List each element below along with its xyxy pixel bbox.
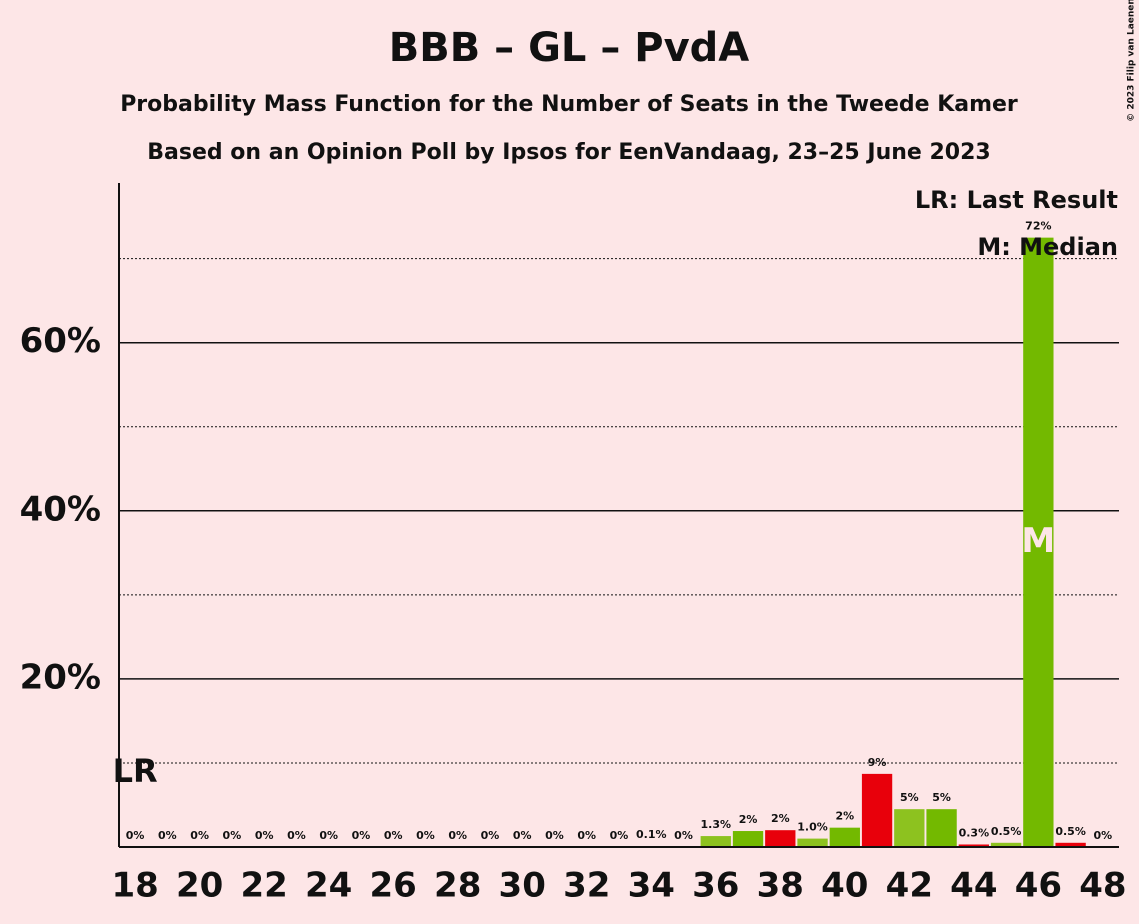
value-label: 0% bbox=[158, 829, 177, 842]
x-tick-label: 32 bbox=[563, 866, 610, 906]
value-label: 0% bbox=[448, 829, 467, 842]
value-label: 0% bbox=[577, 829, 596, 842]
x-tick-label: 24 bbox=[305, 866, 352, 906]
x-tick-label: 48 bbox=[1079, 866, 1126, 906]
bar bbox=[1023, 237, 1054, 847]
bar bbox=[829, 827, 860, 847]
value-label: 0% bbox=[1094, 829, 1113, 842]
bar bbox=[1055, 842, 1086, 847]
bar bbox=[861, 773, 893, 847]
value-label: 0% bbox=[319, 829, 338, 842]
y-tick-label: 60% bbox=[20, 321, 101, 361]
x-tick-label: 28 bbox=[434, 866, 481, 906]
x-tick-label: 44 bbox=[950, 866, 997, 906]
value-label: 0% bbox=[384, 829, 403, 842]
bar bbox=[732, 831, 764, 847]
bar bbox=[990, 842, 1022, 847]
value-label: 1.0% bbox=[797, 821, 828, 834]
x-tick-label: 34 bbox=[628, 866, 675, 906]
chart-title: BBB – GL – PvdA bbox=[389, 25, 750, 71]
value-label: 0% bbox=[255, 829, 274, 842]
value-label: 0.3% bbox=[959, 826, 990, 839]
value-label: 0% bbox=[416, 829, 435, 842]
value-label: 5% bbox=[900, 791, 919, 804]
value-label: 2% bbox=[771, 812, 790, 825]
bar bbox=[958, 844, 989, 847]
x-tick-label: 30 bbox=[499, 866, 546, 906]
value-label: 2% bbox=[835, 810, 854, 823]
legend-entry: LR: Last Result bbox=[915, 186, 1118, 214]
x-tick-label: 36 bbox=[692, 866, 739, 906]
chart-subtitle: Probability Mass Function for the Number… bbox=[120, 92, 1018, 117]
bar bbox=[797, 838, 828, 847]
value-label: 0% bbox=[190, 829, 209, 842]
median-marker: M bbox=[1021, 521, 1055, 561]
legend-entry: M: Median bbox=[977, 233, 1118, 261]
copyright: © 2023 Filip van Laenen bbox=[1127, 0, 1137, 122]
value-label: 0% bbox=[223, 829, 242, 842]
y-tick-label: 20% bbox=[20, 657, 101, 697]
value-label: 0% bbox=[287, 829, 306, 842]
x-tick-label: 38 bbox=[757, 866, 804, 906]
value-label: 0% bbox=[610, 829, 629, 842]
value-label: 1.3% bbox=[701, 818, 732, 831]
value-label: 9% bbox=[868, 756, 887, 769]
x-tick-label: 18 bbox=[111, 866, 158, 906]
value-label: 0% bbox=[513, 829, 532, 842]
bar bbox=[765, 830, 796, 847]
y-tick-label: 40% bbox=[20, 489, 101, 529]
x-tick-label: 42 bbox=[886, 866, 933, 906]
bar bbox=[894, 809, 925, 847]
value-label: 0.5% bbox=[1055, 825, 1086, 838]
x-tick-label: 40 bbox=[821, 866, 868, 906]
value-label: 0% bbox=[352, 829, 371, 842]
bar bbox=[700, 836, 731, 847]
value-label: 0% bbox=[126, 829, 145, 842]
value-label: 2% bbox=[739, 813, 758, 826]
x-tick-label: 22 bbox=[240, 866, 287, 906]
value-label: 0.1% bbox=[636, 828, 667, 841]
value-label: 0.5% bbox=[991, 825, 1022, 838]
value-label: 0% bbox=[481, 829, 500, 842]
last-result-marker: LR bbox=[113, 752, 158, 790]
value-label: 0% bbox=[674, 829, 693, 842]
x-tick-label: 46 bbox=[1015, 866, 1062, 906]
value-label: 72% bbox=[1025, 220, 1051, 233]
x-tick-label: 26 bbox=[370, 866, 417, 906]
chart-subtitle: Based on an Opinion Poll by Ipsos for Ee… bbox=[147, 140, 990, 165]
value-label: 0% bbox=[545, 829, 564, 842]
bar bbox=[926, 809, 957, 847]
value-label: 5% bbox=[932, 791, 951, 804]
x-tick-label: 20 bbox=[176, 866, 223, 906]
